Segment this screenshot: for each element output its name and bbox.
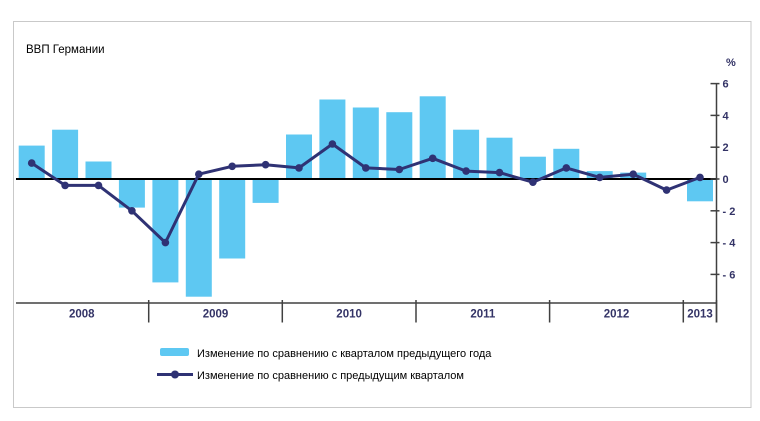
point-2009-Q4 xyxy=(261,160,270,169)
bars-series-group xyxy=(18,96,713,297)
bar-2008-Q2 xyxy=(52,129,79,179)
point-2009-Q1 xyxy=(161,238,170,247)
point-2010-Q2 xyxy=(328,140,337,148)
year-label-2010: 2010 xyxy=(336,309,362,321)
point-2010-Q3 xyxy=(362,164,370,172)
point-2008-Q2 xyxy=(61,181,69,190)
point-2009-Q2 xyxy=(195,170,203,178)
year-label-2009: 2009 xyxy=(203,309,229,321)
legend-bar-label: Изменение по сравнению с кварталом преды… xyxy=(197,348,492,360)
year-label-2011: 2011 xyxy=(470,309,496,321)
y-tick-label: 0 xyxy=(723,174,729,186)
axis-labels-group: 6 4 2 0 - 2 - 4 - 6 2008 2009 2010 2011 2012 2013 xyxy=(69,79,736,321)
bar-2009-Q4 xyxy=(252,179,279,203)
point-2011-Q1 xyxy=(428,154,437,163)
bar-2010-Q1 xyxy=(286,134,312,179)
point-2008-Q3 xyxy=(94,181,103,190)
y-tick-label: - 6 xyxy=(723,269,736,281)
bar-2013-Q1 xyxy=(687,179,713,202)
legend: Изменение по сравнению с кварталом преды… xyxy=(157,348,492,382)
bar-2009-Q3 xyxy=(219,179,246,259)
bar-2008-Q3 xyxy=(85,161,112,179)
y-tick-label: 4 xyxy=(723,110,730,122)
legend-line-label: Изменение по сравнению с предыдущим квар… xyxy=(197,370,464,382)
point-2012-Q3 xyxy=(629,170,637,178)
y-tick-label: - 2 xyxy=(723,206,736,218)
bar-2009-Q2 xyxy=(185,179,212,297)
point-2011-Q2 xyxy=(462,167,470,175)
point-2013-Q1 xyxy=(696,173,704,182)
point-2008-Q4 xyxy=(128,207,136,215)
point-2012-Q4 xyxy=(662,186,671,194)
year-label-2008: 2008 xyxy=(69,309,95,321)
bar-2011-Q1 xyxy=(419,96,446,179)
legend-line-marker-icon xyxy=(171,370,179,379)
bar-2009-Q1 xyxy=(152,179,179,283)
point-2012-Q2 xyxy=(595,173,604,182)
y-tick-label: 6 xyxy=(723,79,729,91)
chart-frame xyxy=(13,21,752,408)
chart-title: ВВП Германии xyxy=(26,44,105,56)
point-2009-Q3 xyxy=(228,162,236,171)
y-tick-label: - 4 xyxy=(723,238,737,250)
year-label-2013: 2013 xyxy=(687,309,713,321)
point-2010-Q1 xyxy=(295,164,303,172)
y-tick-label: 2 xyxy=(723,142,729,154)
bar-2010-Q2 xyxy=(319,99,346,179)
bar-2012-Q1 xyxy=(553,148,580,179)
legend-bar-swatch-icon xyxy=(160,348,189,356)
point-2011-Q4 xyxy=(529,178,537,186)
point-2010-Q4 xyxy=(395,165,404,174)
point-2012-Q1 xyxy=(562,164,571,172)
bar-2011-Q4 xyxy=(519,156,546,179)
point-2008-Q1 xyxy=(27,159,36,167)
year-label-2012: 2012 xyxy=(604,309,630,321)
line-series-group xyxy=(27,140,704,247)
point-2011-Q3 xyxy=(495,168,504,177)
y-axis-unit-label: % xyxy=(726,57,736,69)
